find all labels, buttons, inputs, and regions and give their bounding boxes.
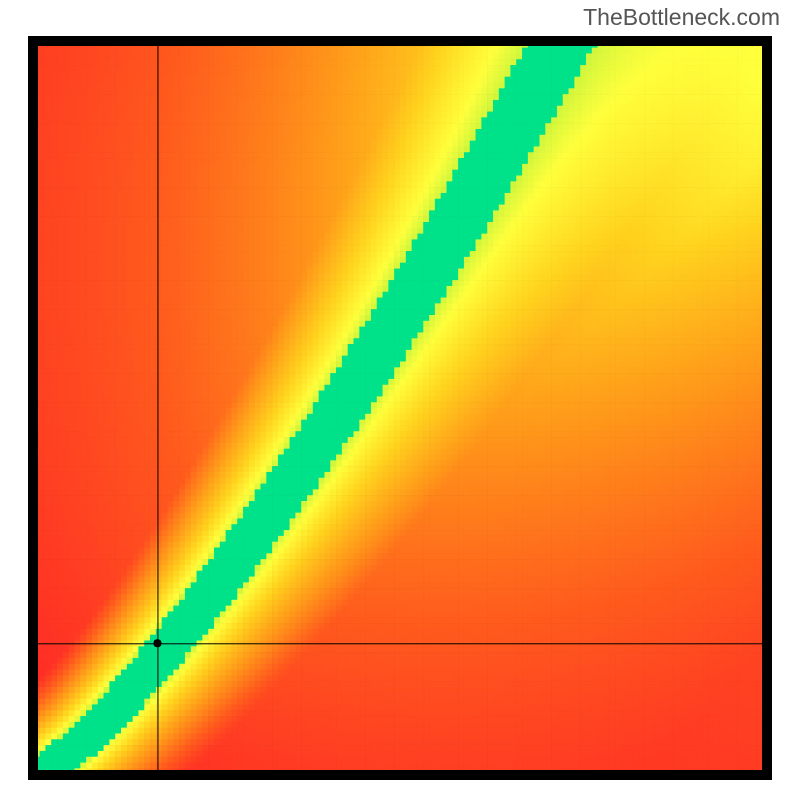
heatmap-canvas bbox=[28, 36, 772, 780]
watermark-text: TheBottleneck.com bbox=[583, 4, 780, 31]
root: TheBottleneck.com bbox=[0, 0, 800, 800]
heatmap-plot bbox=[28, 36, 772, 780]
